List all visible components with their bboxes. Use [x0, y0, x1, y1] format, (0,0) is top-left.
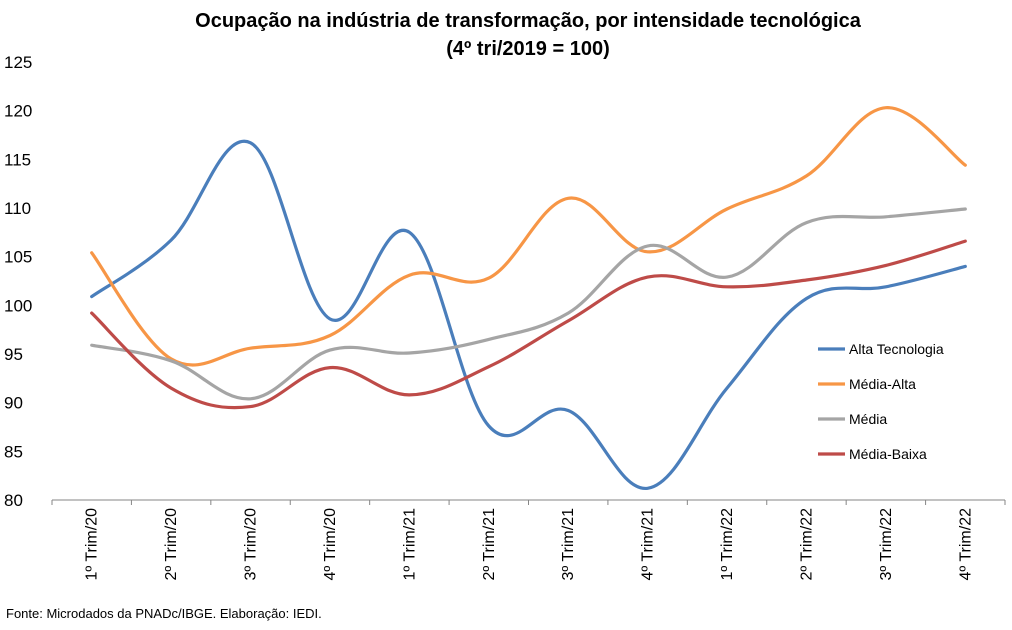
x-tick-label: 4º Trim/21	[640, 508, 657, 581]
x-tick-label: 3º Trim/20	[243, 508, 260, 581]
x-tick-label: 2º Trim/22	[798, 508, 815, 581]
series-line-alta-tecnologia	[90, 139, 967, 490]
y-tick-label: 85	[4, 442, 23, 461]
legend-label-media: Média	[849, 411, 887, 427]
x-tick-label: 4º Trim/20	[322, 508, 339, 581]
x-tick-label: 1º Trim/21	[401, 508, 418, 581]
y-tick-label: 110	[4, 199, 31, 218]
chart-subtitle: (4º tri/2019 = 100)	[446, 38, 610, 60]
x-tick-label: 3º Trim/22	[878, 508, 895, 581]
legend-label-alta-tecnologia: Alta Tecnologia	[849, 341, 944, 357]
legend-label-media-alta: Média-Alta	[849, 376, 916, 392]
y-tick-label: 125	[4, 53, 32, 72]
chart-title: Ocupação na indústria de transformação, …	[195, 10, 861, 32]
series-line-media-alta	[90, 106, 967, 367]
legend: Alta Tecnologia Média-Alta Média Média-Baix…	[818, 341, 944, 462]
x-tick-label: 3º Trim/21	[560, 508, 577, 581]
y-tick-label: 105	[4, 248, 32, 267]
series-lines	[90, 106, 967, 490]
source-note: Fonte: Microdados da PNADc/IBGE. Elabora…	[6, 606, 322, 621]
x-tick-label: 1º Trim/22	[719, 508, 736, 581]
y-tick-label: 90	[4, 394, 23, 413]
y-tick-label: 80	[4, 491, 23, 510]
y-tick-label: 95	[4, 345, 23, 364]
y-axis-labels: 80 85 90 95 100 105 110 115 120 125	[4, 53, 32, 510]
series-line-media-baixa	[90, 239, 967, 410]
x-tick-label: 2º Trim/21	[481, 508, 498, 581]
y-tick-label: 120	[4, 102, 32, 121]
y-tick-label: 100	[4, 296, 32, 315]
legend-label-media-baixa: Média-Baixa	[849, 446, 927, 462]
x-axis-labels: 1º Trim/20 2º Trim/20 3º Trim/20 4º Trim/20…	[84, 508, 975, 581]
x-tick-label: 2º Trim/20	[163, 508, 180, 581]
x-tick-label: 1º Trim/20	[84, 508, 101, 581]
x-tick-label: 4º Trim/22	[957, 508, 974, 581]
x-axis-ticks	[51, 500, 1006, 505]
series-line-media	[90, 207, 967, 401]
y-tick-label: 115	[4, 150, 31, 169]
